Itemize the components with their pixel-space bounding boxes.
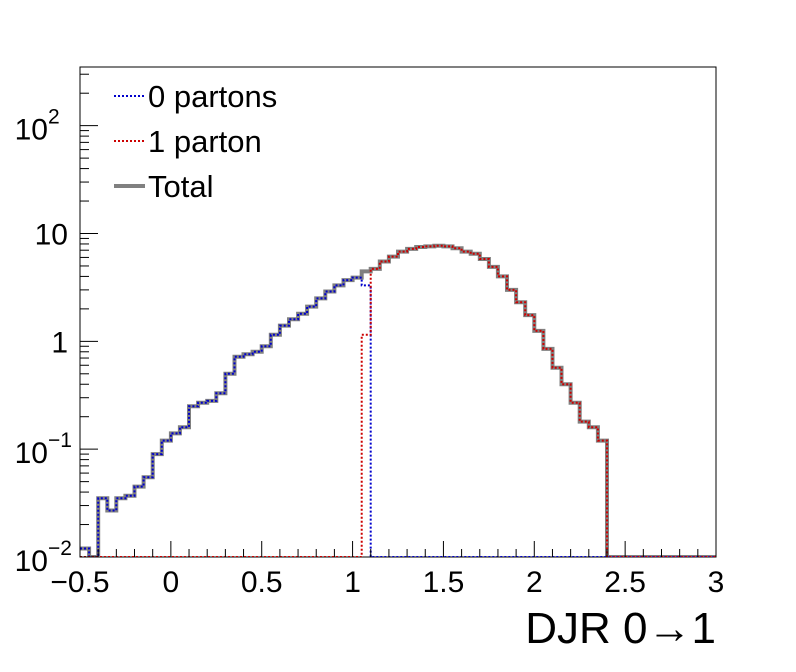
legend-item-total: Total: [114, 169, 213, 204]
x-tick-label: 2: [526, 566, 543, 599]
y-tick-label: 10 2: [15, 106, 60, 147]
y-tick-label: 10: [35, 219, 68, 252]
x-tick-label: 0.5: [241, 566, 283, 599]
x-tick-label: 1.5: [423, 566, 465, 599]
svg-text:2: 2: [48, 106, 60, 129]
y-tick-label: 10 −1: [15, 429, 72, 470]
x-axis-title: DJR 0→1: [525, 604, 716, 653]
y-tick-label: 10 −2: [15, 537, 72, 578]
legend-label: Total: [148, 169, 213, 204]
legend-item-0-partons: 0 partons: [114, 79, 277, 114]
series-1-parton-line: [80, 244, 716, 557]
legend-label: 1 parton: [148, 124, 262, 159]
x-tick-label: 0: [163, 566, 180, 599]
legend-label: 0 partons: [148, 79, 277, 114]
svg-text:10: 10: [35, 219, 68, 252]
legend-item-1-parton: 1 parton: [114, 124, 262, 159]
svg-text:−2: −2: [48, 537, 72, 560]
legend: 0 partons 1 parton Total: [114, 79, 277, 204]
svg-text:10: 10: [15, 114, 48, 147]
svg-text:−1: −1: [48, 429, 72, 452]
x-tick-label: 3: [708, 566, 725, 599]
y-tick-label: 1: [51, 326, 68, 359]
series-0-partons-line: [80, 276, 716, 557]
x-tick-label: −0.5: [50, 566, 109, 599]
svg-text:1: 1: [51, 326, 68, 359]
series-total-line: [80, 243, 716, 557]
x-tick-label: 1: [344, 566, 361, 599]
svg-text:10: 10: [15, 545, 48, 578]
x-tick-label: 2.5: [604, 566, 646, 599]
svg-text:10: 10: [15, 437, 48, 470]
